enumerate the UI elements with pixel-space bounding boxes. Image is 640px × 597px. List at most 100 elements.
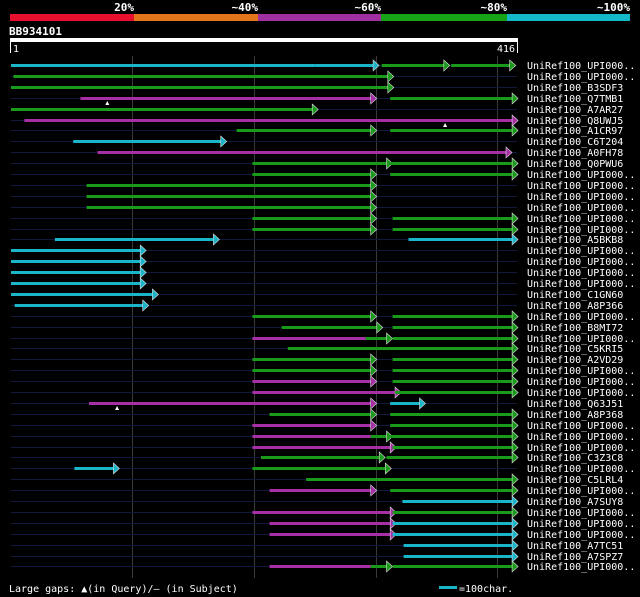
hit-row[interactable]: UniRef100_Q7TMB1 bbox=[11, 92, 623, 105]
hsp-segment bbox=[315, 64, 374, 67]
hit-row[interactable]: UniRef100_A1CR97 bbox=[11, 124, 623, 137]
hit-label[interactable]: UniRef100_UPI000.. bbox=[527, 257, 635, 268]
hit-label[interactable]: UniRef100_UPI000.. bbox=[527, 225, 635, 236]
hit-row[interactable]: UniRef100_Q8UWJ5 bbox=[11, 114, 623, 127]
hit-row[interactable]: UniRef100_UPI000.. bbox=[11, 255, 635, 268]
hit-label[interactable]: UniRef100_UPI000.. bbox=[527, 181, 635, 192]
hit-row[interactable]: UniRef100_UPI000.. bbox=[11, 223, 635, 236]
hit-row[interactable]: UniRef100_C1GN60 bbox=[11, 288, 623, 301]
hit-row[interactable]: UniRef100_UPI000.. bbox=[11, 244, 635, 257]
hit-label[interactable]: UniRef100_A8P366 bbox=[527, 301, 623, 312]
hit-label[interactable]: UniRef100_C5LRL4 bbox=[527, 475, 623, 486]
hit-label[interactable]: UniRef100_UPI000.. bbox=[527, 312, 635, 323]
hit-row[interactable]: UniRef100_A7AR27 bbox=[11, 103, 623, 116]
hit-label[interactable]: UniRef100_UPI000.. bbox=[527, 192, 635, 203]
hit-row[interactable]: UniRef100_UPI000.. bbox=[11, 386, 635, 399]
hit-row[interactable]: UniRef100_B8MI72 bbox=[11, 321, 623, 334]
hit-row[interactable]: UniRef100_UPI000.. bbox=[11, 332, 635, 345]
hit-label[interactable]: UniRef100_UPI000.. bbox=[527, 519, 635, 530]
hit-row[interactable]: UniRef100_Q63J51 bbox=[11, 397, 623, 410]
hit-label[interactable]: UniRef100_UPI000.. bbox=[527, 268, 635, 279]
hit-row[interactable]: UniRef100_A7SUY8 bbox=[11, 495, 623, 508]
hit-row[interactable]: UniRef100_UPI000.. bbox=[11, 364, 635, 377]
hit-row[interactable]: UniRef100_UPI000.. bbox=[11, 70, 635, 83]
hit-row[interactable]: UniRef100_UPI000.. bbox=[11, 484, 635, 497]
hit-label[interactable]: UniRef100_Q63J51 bbox=[527, 399, 623, 410]
hit-label[interactable]: UniRef100_UPI000.. bbox=[527, 530, 635, 541]
hit-row[interactable]: UniRef100_UPI000.. bbox=[11, 462, 635, 475]
hit-row[interactable]: UniRef100_UPI000.. bbox=[11, 168, 635, 181]
hit-row[interactable]: UniRef100_UPI000.. bbox=[11, 419, 635, 432]
hit-label[interactable]: UniRef100_A2VD29 bbox=[527, 355, 623, 366]
hit-row[interactable]: UniRef100_A7SPZ7 bbox=[11, 550, 623, 563]
hit-label[interactable]: UniRef100_UPI000.. bbox=[527, 388, 635, 399]
hit-label[interactable]: UniRef100_UPI000.. bbox=[527, 377, 635, 388]
hit-label[interactable]: UniRef100_C3Z3C8 bbox=[527, 453, 623, 464]
hsp-arrowhead bbox=[511, 419, 519, 432]
hit-row[interactable]: UniRef100_A2VD29 bbox=[11, 353, 623, 366]
hit-row[interactable]: UniRef100_A7TC51 bbox=[11, 539, 623, 552]
hit-row[interactable]: UniRef100_UPI000.. bbox=[11, 266, 635, 279]
hit-label[interactable]: UniRef100_A7TC51 bbox=[527, 541, 623, 552]
hit-row[interactable]: UniRef100_UPI000.. bbox=[11, 506, 635, 519]
hit-label[interactable]: UniRef100_B8MI72 bbox=[527, 323, 623, 334]
hit-row[interactable]: UniRef100_A0FH78 bbox=[11, 146, 623, 159]
hit-label[interactable]: UniRef100_A1CR97 bbox=[527, 126, 623, 137]
hit-label[interactable]: UniRef100_UPI000.. bbox=[527, 170, 635, 181]
hit-label[interactable]: UniRef100_UPI000.. bbox=[527, 432, 635, 443]
hsp-segment bbox=[269, 489, 371, 492]
hit-row[interactable]: UniRef100_A5BKB8 bbox=[11, 233, 623, 246]
hit-row[interactable]: UniRef100_UPI000.. bbox=[11, 560, 635, 573]
hit-row[interactable]: UniRef100_Q0PWU6 bbox=[11, 157, 623, 170]
hsp-segment bbox=[390, 435, 513, 438]
hit-label[interactable]: UniRef100_UPI000.. bbox=[527, 279, 635, 290]
hit-row[interactable]: UniRef100_A8P368 bbox=[11, 408, 623, 421]
hit-row[interactable]: UniRef100_C5KRI5 bbox=[11, 342, 623, 355]
hit-row[interactable]: UniRef100_UPI000.. bbox=[11, 179, 635, 192]
hit-label[interactable]: UniRef100_C1GN60 bbox=[527, 290, 623, 301]
hit-label[interactable]: UniRef100_UPI000.. bbox=[527, 214, 635, 225]
hit-row[interactable]: UniRef100_UPI000.. bbox=[11, 528, 635, 541]
hit-label[interactable]: UniRef100_Q7TMB1 bbox=[527, 94, 623, 105]
hit-label[interactable]: UniRef100_UPI000.. bbox=[527, 486, 635, 497]
hit-label[interactable]: UniRef100_UPI000.. bbox=[527, 562, 635, 573]
hit-row[interactable]: UniRef100_UPI000.. bbox=[11, 310, 635, 323]
hit-row[interactable]: UniRef100_UPI000.. bbox=[11, 517, 635, 530]
hit-label[interactable]: UniRef100_UPI000.. bbox=[527, 464, 635, 475]
hit-label[interactable]: UniRef100_A7SPZ7 bbox=[527, 552, 623, 563]
hit-label[interactable]: UniRef100_Q0PWU6 bbox=[527, 159, 623, 170]
hit-row[interactable]: UniRef100_UPI000.. bbox=[11, 201, 635, 214]
hit-label[interactable]: UniRef100_UPI000.. bbox=[527, 421, 635, 432]
hit-label[interactable]: UniRef100_A7SUY8 bbox=[527, 497, 623, 508]
hit-row[interactable]: UniRef100_UPI000.. bbox=[11, 430, 635, 443]
hit-row[interactable]: UniRef100_C3Z3C8 bbox=[11, 451, 623, 464]
hit-label[interactable]: UniRef100_Q8UWJ5 bbox=[527, 116, 623, 127]
hit-row[interactable]: UniRef100_UPI000.. bbox=[11, 212, 635, 225]
hit-row[interactable]: UniRef100_UPI000.. bbox=[11, 190, 635, 203]
hit-row[interactable]: UniRef100_UPI000.. bbox=[11, 59, 635, 72]
hit-label[interactable]: UniRef100_C5KRI5 bbox=[527, 344, 623, 355]
hit-label[interactable]: UniRef100_C6T204 bbox=[527, 137, 623, 148]
hit-label[interactable]: UniRef100_A0FH78 bbox=[527, 148, 623, 159]
hit-row[interactable]: UniRef100_UPI000.. bbox=[11, 441, 635, 454]
hit-row[interactable]: UniRef100_A8P366 bbox=[11, 299, 623, 312]
hit-label[interactable]: UniRef100_UPI000.. bbox=[527, 443, 635, 454]
hit-label[interactable]: UniRef100_UPI000.. bbox=[527, 366, 635, 377]
hit-row[interactable]: UniRef100_B3SDF3 bbox=[11, 81, 623, 94]
hit-label[interactable]: UniRef100_A8P368 bbox=[527, 410, 623, 421]
hit-label[interactable]: UniRef100_B3SDF3 bbox=[527, 83, 623, 94]
hit-row[interactable]: UniRef100_UPI000.. bbox=[11, 375, 635, 388]
hit-label[interactable]: UniRef100_A5BKB8 bbox=[527, 235, 623, 246]
hit-label[interactable]: UniRef100_UPI000.. bbox=[527, 334, 635, 345]
hit-label[interactable]: UniRef100_UPI000.. bbox=[527, 61, 635, 72]
hsp-segment bbox=[97, 151, 507, 154]
hit-label[interactable]: UniRef100_A7AR27 bbox=[527, 105, 623, 116]
hit-label[interactable]: UniRef100_UPI000.. bbox=[527, 72, 635, 83]
hit-row[interactable]: UniRef100_C6T204 bbox=[11, 135, 623, 148]
hit-label[interactable]: UniRef100_UPI000.. bbox=[527, 508, 635, 519]
hit-row[interactable]: UniRef100_UPI000.. bbox=[11, 277, 635, 290]
hit-label[interactable]: UniRef100_UPI000.. bbox=[527, 246, 635, 257]
hit-label[interactable]: UniRef100_UPI000.. bbox=[527, 203, 635, 214]
hit-row[interactable]: UniRef100_C5LRL4 bbox=[11, 473, 623, 486]
